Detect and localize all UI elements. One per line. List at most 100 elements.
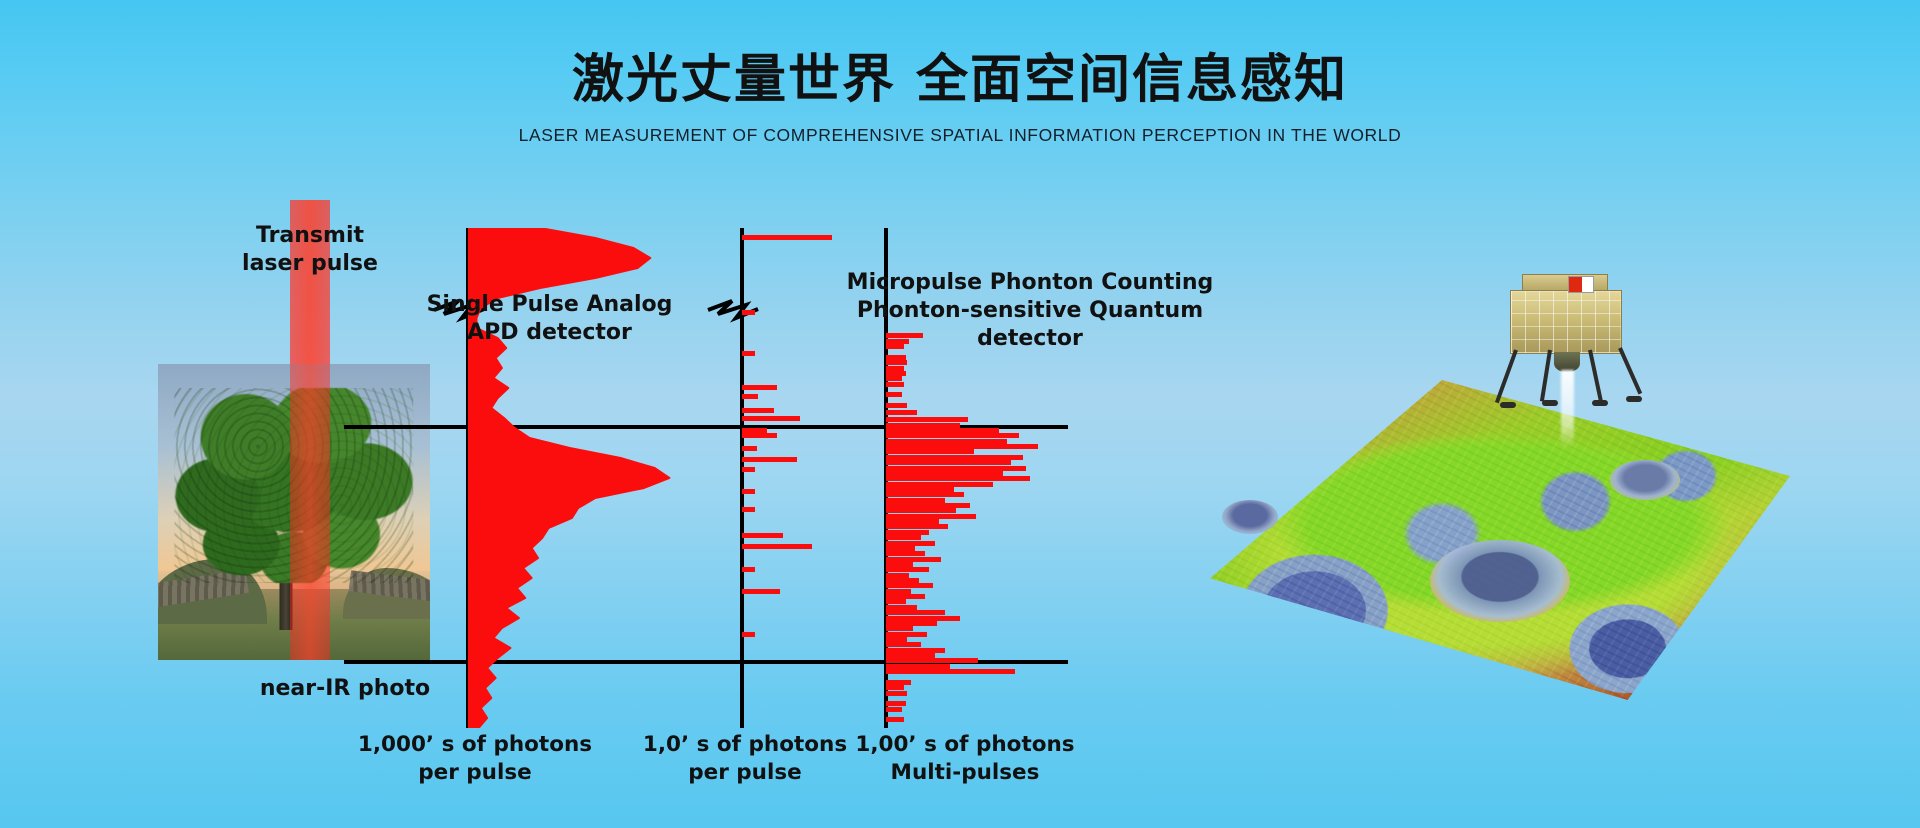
chart-bar: [886, 438, 1007, 444]
chart-bar: [742, 488, 755, 494]
chart-bar: [886, 503, 970, 508]
chart-bar: [886, 701, 906, 707]
chart2-axis: [740, 228, 744, 728]
page-subtitle: LASER MEASUREMENT OF COMPREHENSIVE SPATI…: [518, 125, 1402, 146]
chart-bar: [886, 508, 957, 514]
chart-bar: [886, 583, 933, 589]
chart-bar: [742, 351, 755, 357]
chart-bar: [886, 690, 908, 696]
chart-bar: [742, 310, 755, 316]
canopy-reference-line: [344, 425, 1068, 429]
label-photons-per-pulse-tens: 1,0’ s of photons per pulse: [642, 732, 848, 785]
chart-bar: [886, 370, 906, 376]
chart-bar: [886, 529, 929, 535]
chart-bar: [886, 706, 902, 712]
chart-bar: [886, 588, 912, 594]
chart-bar: [886, 551, 925, 557]
chart-bar: [886, 524, 949, 530]
chart-bar: [742, 433, 777, 439]
chart-bar: [886, 460, 1011, 466]
chart-dense-photon-counting: [884, 228, 1084, 728]
chart-bar: [886, 578, 920, 583]
chart-bar: [886, 599, 906, 605]
chart-bar: [886, 653, 935, 658]
label-near-ir-photo: near-IR photo: [259, 676, 431, 701]
lander-leg-3: [1588, 349, 1604, 404]
lander-body: [1510, 290, 1622, 354]
chart-bar: [742, 588, 780, 594]
chart1-waveform-path: [468, 228, 671, 728]
chart-bar: [742, 408, 774, 414]
chart-bar: [886, 620, 937, 626]
chart-bar: [886, 444, 1039, 450]
crater-right: [1610, 460, 1680, 500]
china-flag-icon: [1568, 276, 1594, 293]
chart-bar: [886, 433, 1019, 439]
lander-foot-3: [1592, 400, 1608, 406]
lander-engine-nozzle: [1554, 352, 1580, 372]
chart-bar: [742, 385, 777, 391]
label-single-pulse-analog-apd: Single Pulse Analog APD detector: [426, 292, 673, 346]
page-header: 激光丈量世界 全面空间信息感知 LASER MEASUREMENT OF COM…: [0, 0, 1920, 146]
chart-bar: [886, 572, 910, 578]
chart-bar: [886, 486, 955, 492]
chart-bar: [742, 394, 758, 400]
chart-bar: [886, 403, 908, 408]
chart-bar: [886, 381, 904, 387]
chart-bar: [886, 535, 922, 541]
lander-leg-4: [1618, 347, 1643, 395]
chart-bar: [886, 663, 951, 669]
chart-bar: [886, 647, 945, 653]
chart-bar: [886, 365, 904, 371]
chart-bar: [742, 533, 783, 539]
chart-bar: [886, 658, 978, 664]
chart-bar: [886, 470, 1003, 476]
axis-break-zigzag-icon-1: [433, 299, 485, 323]
chart-bar: [886, 344, 904, 350]
chart-bar: [886, 567, 929, 573]
label-photons-per-pulse-thousands: 1,000’ s of photons per pulse: [357, 732, 593, 785]
lander-foot-1: [1500, 402, 1516, 408]
chart-bar: [886, 333, 923, 339]
chart-bar: [886, 338, 910, 344]
chart-bar: [886, 360, 908, 366]
chart-bar: [886, 492, 964, 498]
chart-bar: [886, 642, 922, 648]
chart-bar: [886, 594, 925, 600]
chart-bar: [886, 679, 912, 685]
chart-bar: [886, 476, 1031, 482]
lander-foot-4: [1626, 396, 1642, 402]
chart-bar: [742, 428, 767, 433]
chart-bar: [886, 631, 927, 637]
label-transmit-laser-pulse: Transmit laser pulse: [242, 223, 378, 277]
chart-bar: [886, 610, 945, 616]
page-title: 激光丈量世界 全面空间信息感知: [571, 50, 1349, 110]
chart-bar: [886, 449, 974, 455]
chart-bar: [742, 415, 800, 421]
chart-bar: [886, 636, 908, 642]
chart-single-pulse-analog: [433, 228, 696, 728]
chart-bar: [886, 422, 961, 428]
ground-reference-line: [344, 660, 1068, 664]
chart-bar: [886, 513, 976, 519]
lander-foot-2: [1542, 400, 1558, 406]
chart-bar: [742, 235, 832, 241]
chart-bar: [886, 465, 1027, 471]
chart-bar: [886, 561, 914, 567]
chart-bar: [886, 497, 945, 503]
laser-beam-icon: [290, 200, 330, 660]
lunar-lander-icon: [1492, 270, 1643, 448]
chart-bar: [886, 669, 1015, 675]
lander-leg-2: [1539, 349, 1552, 402]
chart-bar: [886, 556, 941, 562]
chart-bar: [742, 506, 755, 512]
lander-panel-grid: [1511, 291, 1621, 353]
chart-bar: [886, 540, 935, 546]
chart-bar: [886, 626, 914, 632]
chart-bar: [886, 519, 939, 525]
chart-bar: [886, 376, 902, 382]
chart-bar: [742, 445, 757, 451]
chart-bar: [886, 615, 961, 621]
flag-red-field: [1569, 277, 1582, 292]
